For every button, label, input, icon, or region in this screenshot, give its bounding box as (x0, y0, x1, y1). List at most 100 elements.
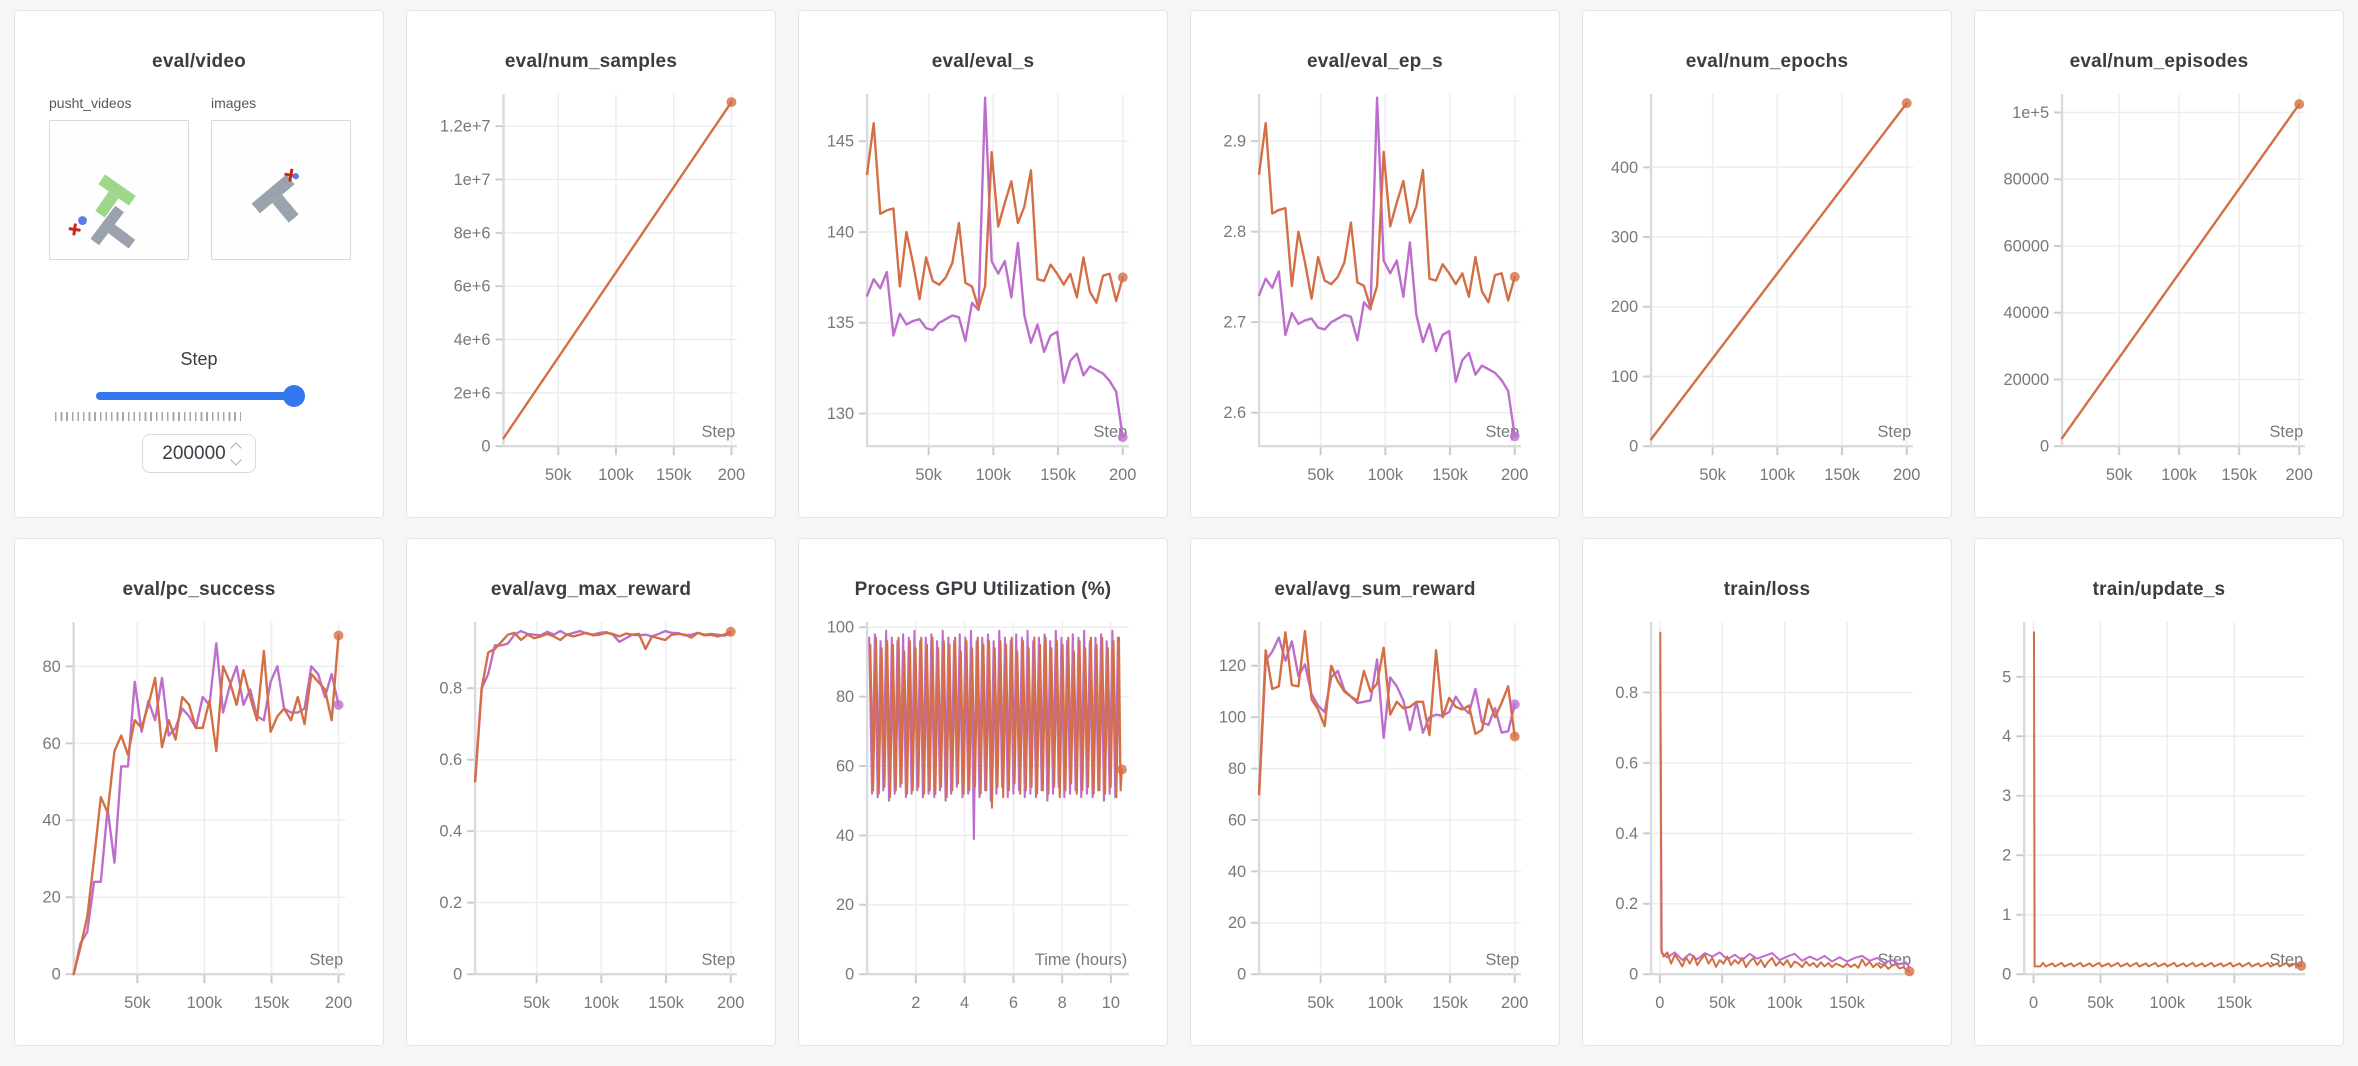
line-chart[interactable]: 50k 100k 150k 200 0 100 200 300 400 Step (1583, 79, 1951, 515)
svg-text:0: 0 (2029, 994, 2038, 1012)
svg-text:40: 40 (836, 827, 854, 845)
chart-title: eval/eval_ep_s (1307, 51, 1443, 72)
line-chart[interactable]: 50k 100k 150k 200 0 20 40 60 80 Step (15, 607, 383, 1043)
svg-text:145: 145 (827, 133, 854, 151)
svg-text:80: 80 (1228, 760, 1246, 778)
svg-text:2: 2 (2002, 847, 2011, 865)
svg-text:200: 200 (1501, 466, 1528, 484)
line-chart[interactable]: 50k 100k 150k 200 0 20 40 60 80 100 120 Step (1191, 607, 1559, 1043)
line-chart[interactable]: 2 4 6 8 10 0 20 40 60 80 100 Time (hours) (799, 607, 1167, 1043)
svg-text:1: 1 (2002, 906, 2011, 924)
panel-eval-avg-sum-reward: eval/avg_sum_reward 50k 100k 150k 200 0 20 40 6… (1190, 538, 1560, 1046)
svg-text:50k: 50k (1699, 466, 1726, 484)
chart-title: eval/avg_sum_reward (1274, 579, 1476, 600)
panel-eval-eval-ep-s: eval/eval_ep_s 50k 100k 150k 200 2.6 2.7 2.8 2.… (1190, 10, 1560, 518)
svg-text:20: 20 (1228, 914, 1246, 932)
panel-eval-num-epochs: eval/num_epochs 50k 100k 150k 200 0 100 200 300… (1582, 10, 1952, 518)
svg-text:0: 0 (1629, 966, 1638, 984)
svg-text:100k: 100k (2161, 466, 2197, 484)
step-slider[interactable] (96, 385, 305, 407)
chart-title: train/update_s (2092, 579, 2226, 600)
svg-text:100: 100 (827, 619, 854, 637)
svg-text:Step: Step (1485, 951, 1519, 969)
svg-text:20000: 20000 (2003, 371, 2049, 389)
svg-text:80: 80 (43, 658, 61, 676)
svg-text:0.4: 0.4 (439, 823, 462, 841)
svg-text:200: 200 (325, 994, 352, 1012)
media-label: images (211, 95, 257, 111)
chart-title: eval/pc_success (122, 579, 276, 600)
svg-text:100: 100 (1611, 368, 1638, 386)
svg-text:0.2: 0.2 (1615, 895, 1638, 913)
pusht-video-thumbnail[interactable] (49, 120, 189, 260)
panel-eval-eval-s: eval/eval_s 50k 100k 150k 200 130 135 140 145 St… (798, 10, 1168, 518)
svg-text:80000: 80000 (2003, 171, 2049, 189)
step-slider-thumb[interactable] (283, 385, 305, 407)
svg-text:8: 8 (1058, 994, 1067, 1012)
step-number-box (142, 434, 256, 473)
svg-text:0: 0 (481, 438, 490, 456)
svg-text:0: 0 (1237, 966, 1246, 984)
panel-eval-num-episodes: eval/num_episodes 50k 100k 150k 200 0 20000 40… (1974, 10, 2344, 518)
svg-text:100k: 100k (1767, 994, 1803, 1012)
panel-eval-video: eval/video pusht_videos (14, 10, 384, 518)
panel-train-loss: train/loss 0 50k 100k 150k 0 0.2 0.4 0.6 0.8 Step (1582, 538, 1952, 1046)
svg-text:1e+7: 1e+7 (454, 171, 491, 189)
svg-text:150k: 150k (656, 466, 692, 484)
chart-title: eval/num_samples (504, 51, 678, 72)
svg-text:0: 0 (52, 966, 61, 984)
line-chart[interactable]: 50k 100k 150k 200 0 20000 40000 60000 80000 1e+5 S… (1975, 79, 2343, 515)
svg-text:135: 135 (827, 314, 854, 332)
image-thumbnail[interactable] (211, 120, 351, 260)
step-number-input[interactable] (158, 442, 230, 465)
svg-text:50k: 50k (1709, 994, 1736, 1012)
svg-text:50k: 50k (2106, 466, 2133, 484)
svg-text:10: 10 (1102, 994, 1120, 1012)
svg-text:80: 80 (836, 688, 854, 706)
svg-text:130: 130 (827, 405, 854, 423)
line-chart[interactable]: 50k 100k 150k 200 2.6 2.7 2.8 2.9 Step (1191, 79, 1559, 515)
panel-eval-avg-max-reward: eval/avg_max_reward 50k 100k 150k 200 0 0.2 0.… (406, 538, 776, 1046)
chart-title: eval/num_epochs (1685, 51, 1849, 72)
svg-text:200: 200 (717, 994, 744, 1012)
chart-title: eval/eval_s (931, 51, 1035, 72)
svg-text:150k: 150k (648, 994, 684, 1012)
svg-text:0: 0 (453, 966, 462, 984)
svg-text:100: 100 (1219, 709, 1246, 727)
goal-cross-icon (68, 223, 81, 236)
svg-text:150k: 150k (2221, 466, 2257, 484)
svg-text:100k: 100k (1760, 466, 1796, 484)
svg-text:50k: 50k (1307, 994, 1334, 1012)
svg-text:150k: 150k (254, 994, 290, 1012)
line-chart[interactable]: 0 50k 100k 150k 0 0.2 0.4 0.6 0.8 Step (1583, 607, 1951, 1043)
svg-text:20: 20 (836, 896, 854, 914)
line-chart[interactable]: 50k 100k 150k 200 0 2e+6 4e+6 6e+6 8e+6 1e+7 1.2e+… (407, 79, 775, 515)
svg-text:150k: 150k (1432, 994, 1468, 1012)
svg-text:50k: 50k (915, 466, 942, 484)
media-row: pusht_videos image (15, 73, 383, 265)
svg-text:2.8: 2.8 (1223, 223, 1246, 241)
svg-text:2.9: 2.9 (1223, 133, 1246, 151)
line-chart[interactable]: 50k 100k 150k 200 130 135 140 145 Step (799, 79, 1167, 515)
svg-text:100k: 100k (598, 466, 634, 484)
svg-text:100k: 100k (2150, 994, 2186, 1012)
agent-dot-icon (78, 216, 87, 225)
svg-text:20: 20 (43, 889, 61, 907)
svg-text:200: 200 (2286, 466, 2313, 484)
step-slider-track[interactable] (96, 392, 302, 400)
svg-text:Time (hours): Time (hours) (1035, 951, 1127, 969)
line-chart[interactable]: 50k 100k 150k 200 0 0.2 0.4 0.6 0.8 Step (407, 607, 775, 1043)
media-column-images: images (211, 95, 351, 265)
svg-text:1e+5: 1e+5 (2012, 104, 2049, 122)
svg-text:Step: Step (701, 951, 735, 969)
svg-text:4e+6: 4e+6 (454, 331, 491, 349)
svg-text:Step: Step (2269, 423, 2303, 441)
line-chart[interactable]: 0 50k 100k 150k 0 1 2 3 4 5 Step (1975, 607, 2343, 1043)
spinner-down-icon[interactable] (230, 453, 242, 466)
media-column-pusht-videos: pusht_videos (49, 95, 189, 265)
spinner-up-icon[interactable] (230, 441, 242, 454)
svg-text:150k: 150k (1040, 466, 1076, 484)
svg-text:0: 0 (1629, 438, 1638, 456)
panel-train-update-s: train/update_s 0 50k 100k 150k 0 1 2 3 4 5 Step (1974, 538, 2344, 1046)
